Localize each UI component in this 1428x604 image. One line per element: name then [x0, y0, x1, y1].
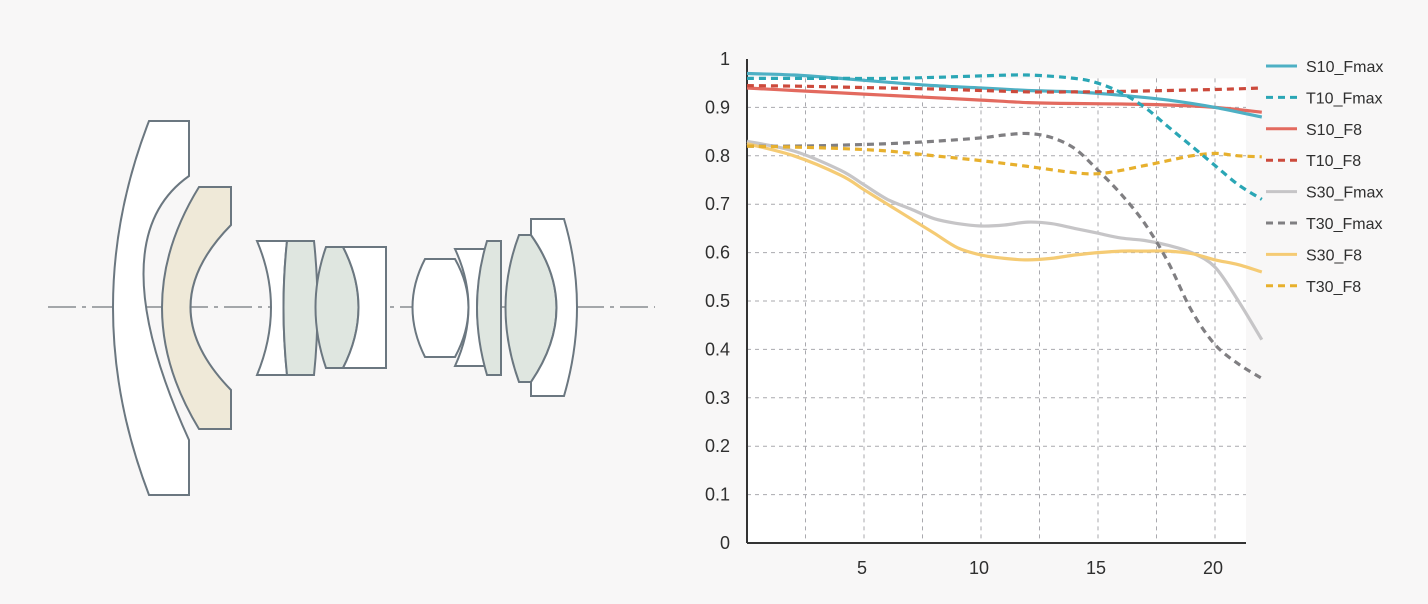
chart-series — [746, 71, 1264, 380]
y-tick-label: 0.1 — [705, 485, 730, 505]
legend-item: S10_Fmax — [1266, 59, 1383, 76]
legend-label: T10_Fmax — [1306, 90, 1382, 107]
chart-axes — [746, 59, 1246, 544]
series-line-s30-f8 — [746, 142, 1263, 274]
legend-label: S30_Fmax — [1306, 185, 1383, 202]
y-tick-label: 0.8 — [705, 146, 730, 166]
y-tick-label: 0.3 — [705, 388, 730, 408]
lens-element-1 — [112, 120, 190, 496]
lens-element-9 — [476, 240, 502, 376]
y-tick-labels: 0 0.1 0.2 0.3 0.4 0.5 0.6 0.7 0.8 0.9 1 — [705, 49, 730, 553]
series-line-t10-fmax — [747, 73, 1263, 201]
legend-label: S10_Fmax — [1306, 59, 1383, 76]
legend-label: T30_Fmax — [1306, 216, 1382, 233]
lens-cross-section-diagram — [48, 120, 655, 496]
lens-element-11 — [530, 218, 578, 397]
x-tick-label: 10 — [969, 558, 989, 578]
series-line-s30-fmax — [746, 139, 1264, 341]
chart-legend: S10_Fmax T10_Fmax S10_F8 T10_F8 S30_Fmax T30_… — [1266, 59, 1383, 296]
lens-element-6 — [341, 246, 387, 369]
lens-element-7 — [411, 258, 470, 358]
y-tick-label: 0 — [720, 533, 730, 553]
y-tick-label: 0.2 — [705, 436, 730, 456]
legend-item: S30_F8 — [1266, 247, 1362, 264]
lens-element-2 — [161, 186, 232, 430]
lens-element-4 — [282, 240, 319, 376]
y-tick-label: 1 — [720, 49, 730, 69]
legend-item: T10_F8 — [1266, 153, 1361, 170]
legend-item: T30_F8 — [1266, 279, 1361, 296]
legend-label: T30_F8 — [1306, 279, 1361, 296]
y-tick-label: 0.9 — [705, 97, 730, 117]
y-tick-label: 0.7 — [705, 194, 730, 214]
legend-item: T10_Fmax — [1266, 90, 1382, 107]
series-line-t30-f8 — [746, 144, 1262, 176]
x-tick-label: 5 — [857, 558, 867, 578]
x-tick-label: 20 — [1203, 558, 1223, 578]
chart-grid — [747, 78, 1246, 544]
legend-label: S10_F8 — [1306, 122, 1362, 139]
legend-item: T30_Fmax — [1266, 216, 1382, 233]
x-tick-labels: 5 10 15 20 — [857, 558, 1223, 578]
y-tick-label: 0.5 — [705, 291, 730, 311]
legend-item: S30_Fmax — [1266, 185, 1383, 202]
series-line-s10-f8 — [746, 86, 1262, 114]
y-tick-label: 0.4 — [705, 339, 730, 359]
legend-label: S30_F8 — [1306, 247, 1362, 264]
series-line-t10-f8 — [746, 84, 1262, 94]
x-tick-label: 15 — [1086, 558, 1106, 578]
legend-item: S10_F8 — [1266, 122, 1362, 139]
series-line-t30-fmax — [746, 131, 1263, 380]
y-tick-label: 0.6 — [705, 243, 730, 263]
legend-label: T10_F8 — [1306, 153, 1361, 170]
